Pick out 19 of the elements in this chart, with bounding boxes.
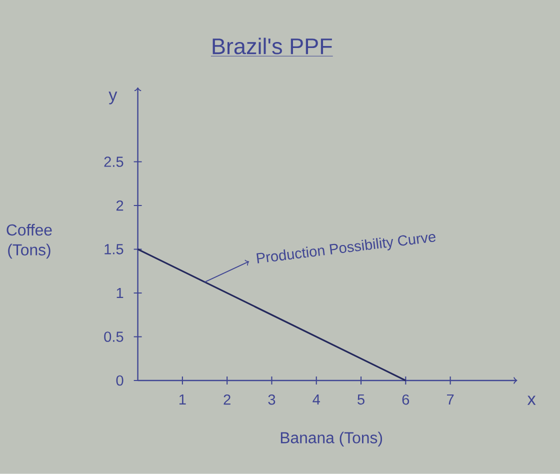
y-tick-label: 2.5 [104, 156, 124, 167]
y-axis-title: Coffee (Tons) [6, 224, 52, 259]
text: x [527, 396, 536, 405]
chart-title: Brazil's PPF [212, 38, 332, 54]
y-tick-label: 0.5 [104, 332, 124, 342]
x-tick-label: 7 [447, 394, 454, 405]
text: y [108, 92, 118, 104]
x-tick-label: 3 [268, 394, 276, 405]
x-tick-label: 6 [402, 394, 410, 405]
y-tick-label: 1 [116, 288, 124, 298]
annotation: Production Possibility Curve [256, 234, 436, 264]
x-tick-label: 5 [358, 394, 364, 405]
x-axis-title: Banana (Tons) [280, 432, 382, 447]
y-tick-label: 1.5 [104, 244, 124, 254]
x-tick-label: 1 [179, 394, 186, 405]
y-tick-label: 0 [116, 375, 124, 386]
y-tick-label: 2 [116, 200, 124, 211]
x-tick-label: 2 [224, 394, 230, 405]
x-tick-label: 4 [312, 394, 320, 405]
